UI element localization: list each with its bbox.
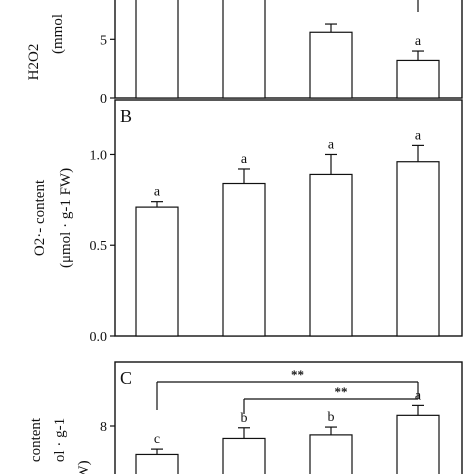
bar [222, 437, 266, 474]
bar [222, 182, 266, 337]
bar [396, 161, 440, 337]
y-tick-label: 8 [100, 420, 107, 435]
panel-b: 0.0 0.5 1.0 a a a a B O2·- content (μmol · g-1 FW… [32, 99, 463, 345]
panel-frame [114, 0, 463, 99]
significance-letter: b [241, 411, 248, 426]
y-axis-label-unit: (μmol · g-1 FW) [58, 168, 74, 268]
panel-frame [114, 99, 463, 337]
significance-letter: a [328, 137, 335, 152]
y-tick-label: 5 [100, 33, 107, 48]
significance-stars: ** [335, 384, 348, 399]
bar [135, 0, 179, 99]
bar [135, 206, 179, 337]
significance-letter: a [415, 128, 422, 143]
significance-letter: b [328, 410, 335, 425]
significance-letter: a [415, 34, 422, 49]
panel-a: 0 5 a H2O2 (mmol [26, 0, 463, 107]
panel-label: C [120, 368, 132, 388]
bar [309, 31, 353, 99]
y-axis-label: content [28, 417, 44, 462]
y-tick-label: 0.5 [90, 239, 108, 254]
bar [309, 173, 353, 337]
bar [135, 453, 179, 474]
significance-letter: a [241, 152, 248, 167]
bar [222, 0, 266, 99]
panel-label: B [120, 106, 132, 126]
y-tick-label: 0.0 [90, 330, 108, 345]
significance-letter: a [154, 185, 161, 200]
y-axis-label: O2·- content [32, 179, 48, 256]
bar [309, 434, 353, 474]
panel-c: 8cbbaCcontentol · g-1W)**** [28, 361, 463, 474]
y-axis-label: H2O2 [26, 44, 42, 81]
y-tick-label: 0 [100, 92, 107, 107]
significance-stars: ** [291, 367, 304, 382]
bar [396, 414, 440, 474]
y-tick-label: 1.0 [90, 148, 108, 163]
bar [396, 59, 440, 99]
y-axis-label-unit: (mmol [50, 14, 66, 54]
y-axis-label-unit: W) [76, 460, 92, 474]
significance-letter: c [154, 432, 160, 447]
y-axis-label-unit: ol · g-1 [52, 418, 68, 462]
